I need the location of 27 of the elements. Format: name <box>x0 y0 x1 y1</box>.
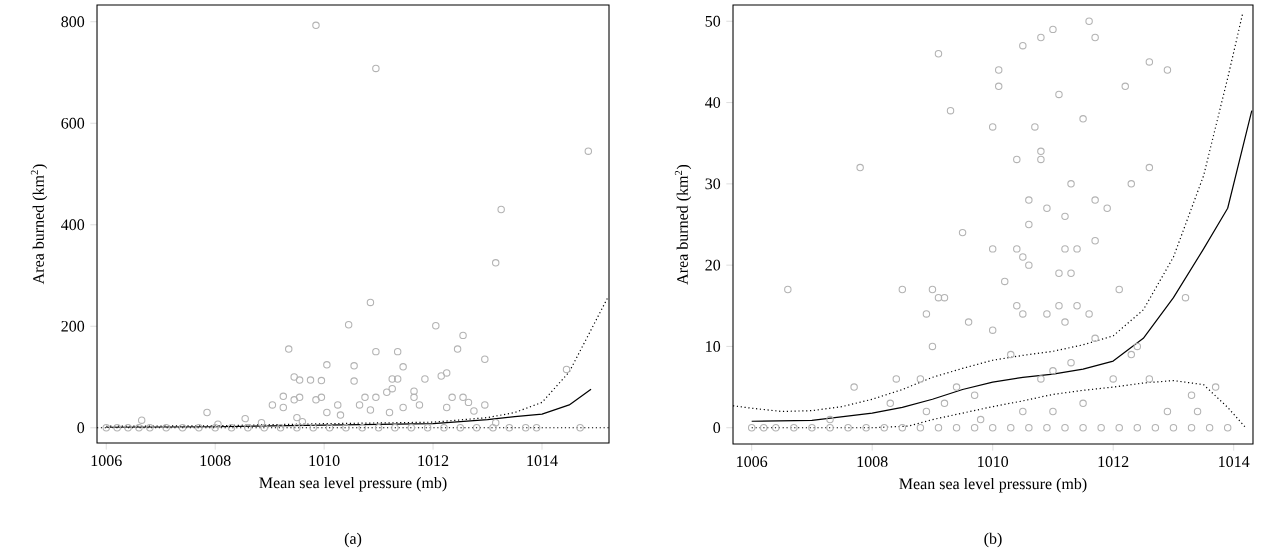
x-tick-label: 1008 <box>857 456 888 468</box>
y-tick-label: 400 <box>61 219 85 231</box>
y-tick-label: 0 <box>77 422 85 434</box>
y-axis-title: Area burned (km$^{2}$) <box>674 164 692 285</box>
y-tick-label: 30 <box>705 178 721 190</box>
x-tick-label: 1006 <box>91 455 122 467</box>
x-tick-label: 1014 <box>527 455 558 467</box>
x-tick-label: 1014 <box>1219 456 1250 468</box>
y-axis-title: Area burned (km$^{2}$) <box>30 164 48 285</box>
y-tick-label: 20 <box>705 259 721 271</box>
x-axis-title: Mean sea level pressure (mb) <box>899 477 1087 493</box>
x-tick-label: 1012 <box>1098 456 1129 468</box>
x-tick-label: 1010 <box>978 456 1009 468</box>
text: (a) <box>344 532 362 548</box>
x-tick-label: 1010 <box>309 455 340 467</box>
y-tick-label: 50 <box>705 15 721 27</box>
x-axis-title: Mean sea level pressure (mb) <box>259 476 447 492</box>
y-tick-label: 800 <box>61 16 85 28</box>
y-tick-label: 0 <box>713 422 721 434</box>
y-tick-label: 600 <box>61 117 85 129</box>
y-tick-label: 40 <box>705 97 721 108</box>
x-tick-label: 1012 <box>418 455 449 467</box>
text: (b) <box>984 532 1002 548</box>
y-tick-label: 10 <box>706 341 721 352</box>
y-tick-label: 200 <box>61 320 85 332</box>
x-tick-label: 1008 <box>200 455 231 467</box>
x-tick-label: 1006 <box>737 456 768 468</box>
